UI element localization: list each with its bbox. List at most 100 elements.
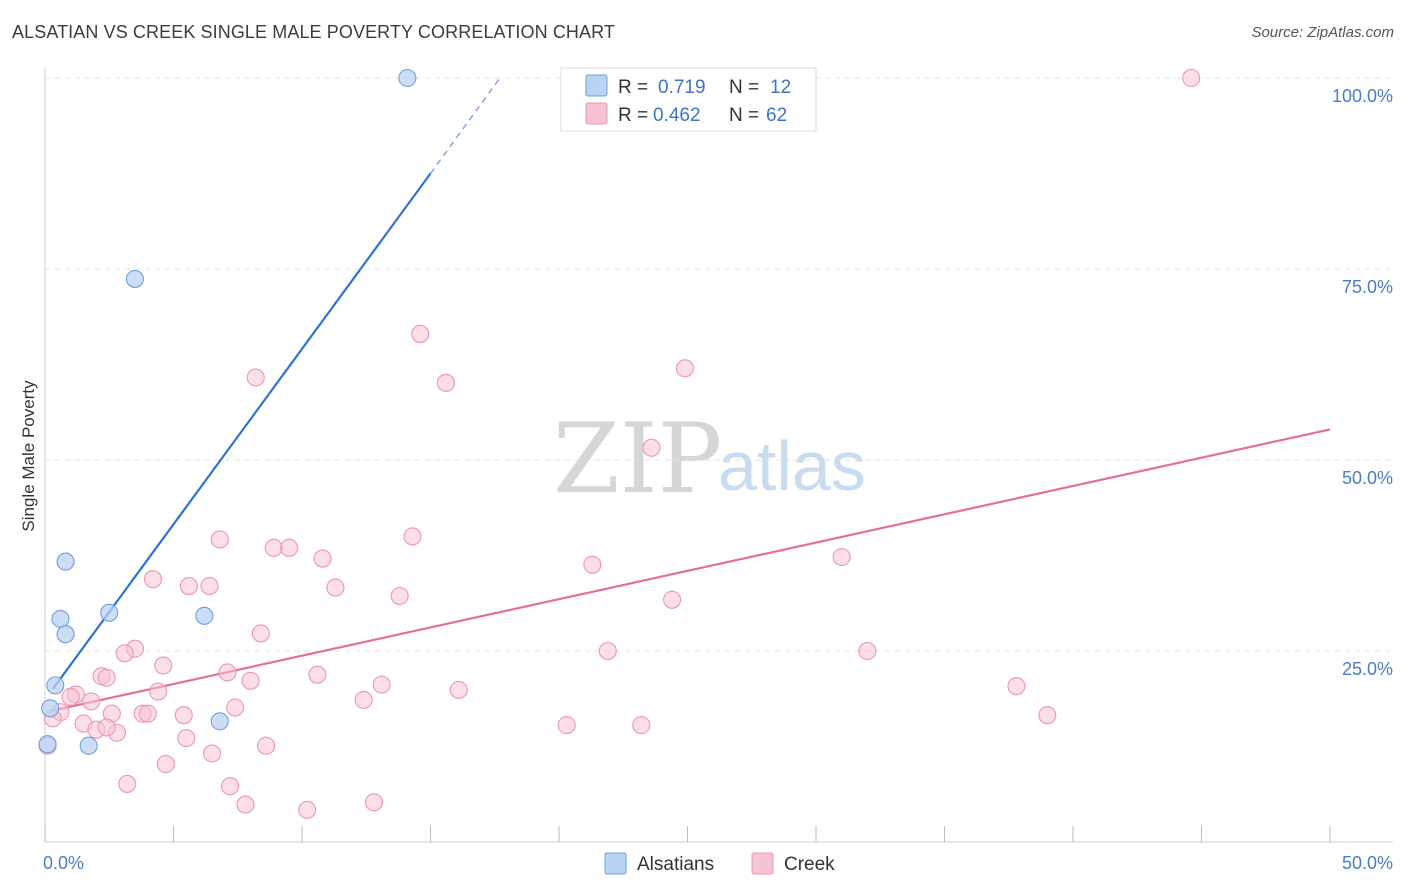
legend-r-value-creek: 0.462 [653, 105, 701, 126]
legend-n-label-creek: N = [729, 105, 759, 126]
creek-point [364, 793, 384, 812]
legend: R = 0.719 N = 12 R = 0.462 N = 62 [560, 67, 817, 132]
creek-point [832, 547, 851, 567]
creek-point [326, 578, 345, 597]
creek-point [156, 755, 175, 774]
creek-point [177, 729, 196, 748]
y-tick-label: 75.0% [1342, 277, 1393, 297]
creek-point [149, 682, 168, 701]
alsatians-point [79, 736, 98, 755]
creek-point [632, 716, 651, 735]
creek-point [246, 368, 265, 387]
alsatians-point [38, 735, 57, 754]
creek-point [138, 704, 157, 723]
y-tick-label: 50.0% [1342, 468, 1393, 488]
creek-point [663, 590, 682, 609]
creek-point [143, 570, 162, 589]
alsatians-point [56, 625, 75, 644]
alsatians-point [46, 676, 65, 695]
creek-point [411, 324, 430, 343]
creek-point [154, 656, 173, 675]
creek-point [236, 795, 255, 814]
alsatians-point [56, 552, 75, 571]
bottom-legend-swatch-alsatians [604, 852, 627, 875]
creek-point [82, 692, 101, 711]
creek-point [1038, 706, 1057, 725]
creek-point [226, 698, 245, 717]
creek-point [675, 359, 694, 378]
creek-point [280, 538, 299, 557]
creek-point [390, 586, 409, 606]
alsatians-point [125, 269, 144, 288]
creek-point [97, 668, 116, 687]
creek-point [298, 800, 317, 819]
bottom-legend-label-alsatians: Alsatians [637, 854, 714, 875]
creek-point [403, 527, 422, 546]
alsatians-point [195, 606, 214, 625]
legend-n-value-alsatians: 12 [770, 77, 791, 98]
creek-point [1182, 68, 1201, 88]
creek-point [449, 680, 468, 700]
alsatians-point [398, 68, 417, 88]
creek-point [61, 687, 80, 706]
creek-point [220, 777, 240, 796]
watermark-zip: ZIP [553, 403, 722, 515]
bottom-legend-swatch-creek [751, 852, 774, 875]
gridlines [45, 77, 1393, 652]
x-axis-ticks [44, 826, 1331, 842]
trend-lines [51, 77, 1331, 712]
y-tick-label: 25.0% [1342, 659, 1393, 679]
legend-r-label-alsatians: R = [618, 77, 648, 98]
legend-n-label-alsatians: N = [729, 77, 759, 98]
y-tick-labels: 25.0% 50.0% 75.0% 100.0% [1332, 86, 1393, 679]
alsatians-point [100, 603, 119, 622]
creek-point [557, 716, 576, 735]
alsatians-trend-line [51, 172, 432, 690]
creek-point [598, 641, 617, 661]
alsatians-point [210, 712, 229, 731]
creek-point [218, 663, 237, 682]
legend-swatch-creek [585, 102, 608, 125]
chart-title: ALSATIAN VS CREEK SINGLE MALE POVERTY CO… [12, 22, 615, 42]
creek-trend-line [52, 428, 1331, 712]
legend-n-value-creek: 62 [766, 105, 787, 126]
x-tick-label-min: 0.0% [43, 853, 84, 873]
y-tick-label: 100.0% [1332, 86, 1393, 106]
creek-point [251, 624, 270, 643]
legend-swatch-alsatians [585, 74, 608, 97]
watermark: ZIP atlas [553, 403, 866, 515]
creek-point [308, 665, 327, 684]
creek-point [210, 530, 229, 549]
legend-r-value-alsatians: 0.719 [658, 77, 706, 98]
source-credit: Source: ZipAtlas.com [1251, 24, 1394, 41]
creek-point [97, 718, 116, 737]
creek-point [642, 438, 661, 457]
creek-point [174, 706, 193, 725]
creek-point [241, 671, 260, 690]
creek-point [313, 549, 332, 568]
creek-point [256, 736, 276, 755]
creek-point [354, 690, 373, 709]
creek-point [1007, 677, 1026, 696]
creek-point [179, 577, 198, 596]
creek-points [38, 68, 1201, 819]
creek-point [372, 675, 391, 694]
alsatians-point [41, 699, 60, 718]
watermark-atlas: atlas [718, 427, 866, 505]
creek-point [115, 644, 134, 663]
creek-point [436, 373, 455, 392]
y-axis-label: Single Male Poverty [19, 380, 38, 532]
alsatians-trend-extension [429, 77, 501, 174]
creek-point [858, 641, 877, 661]
creek-point [203, 744, 222, 763]
creek-point [264, 538, 283, 557]
x-tick-label-max: 50.0% [1342, 853, 1393, 873]
creek-point [583, 555, 602, 574]
bottom-legend-label-creek: Creek [784, 854, 835, 875]
legend-r-label-creek: R = [618, 105, 648, 126]
alsatians-points [38, 68, 417, 755]
bottom-legend: Alsatians Creek [604, 852, 835, 875]
alsatians-point [51, 609, 70, 628]
creek-point [200, 577, 219, 596]
